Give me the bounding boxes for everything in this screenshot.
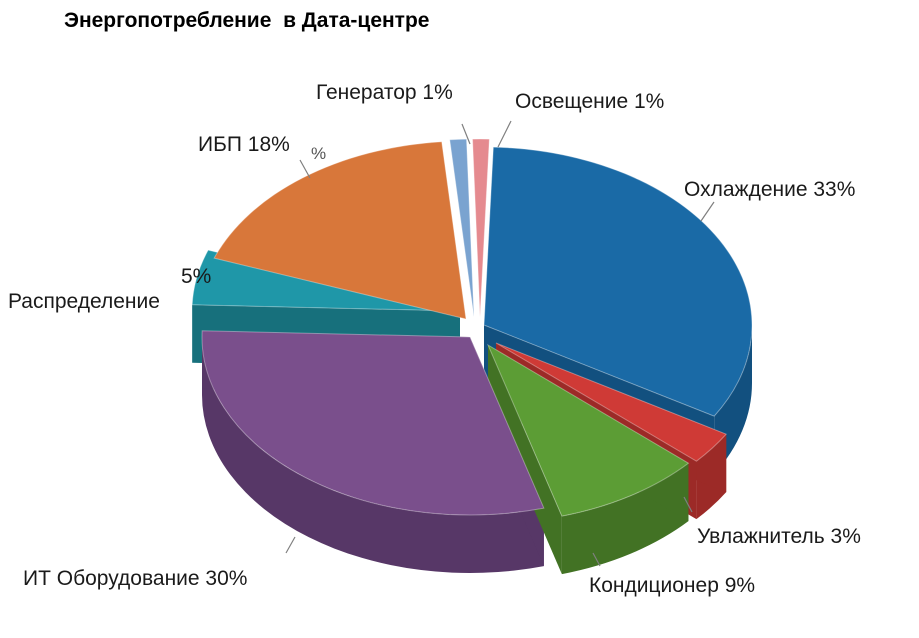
pie-slice [483, 146, 753, 417]
slice-label: Охлаждение 33% [684, 178, 855, 201]
leader-line [683, 496, 693, 513]
pie-slice [495, 342, 728, 462]
leader-line [285, 536, 296, 554]
slice-label: Кондиционер 9% [589, 574, 755, 597]
slice-label: Освещение 1% [515, 90, 664, 113]
pie-slice [201, 330, 545, 516]
pie-labels: Охлаждение 33% Увлажнитель 3% Кондиционер … [8, 81, 861, 597]
leader-line [299, 159, 311, 179]
pie-slice [486, 343, 690, 517]
pie-slice-side [202, 337, 544, 573]
pie-slice [213, 141, 467, 320]
slice-label: 5% [181, 265, 211, 288]
slice-label: ИТ Оборудование 30% [23, 567, 247, 590]
slice-label: Генератор 1% [316, 81, 453, 104]
leader-line [461, 123, 471, 145]
slice-label: Распределение [8, 290, 160, 313]
pie-top-faces [191, 138, 753, 517]
pie-slice [449, 138, 475, 318]
pie-slice [471, 138, 490, 318]
leader-line [592, 552, 601, 567]
leader-line [700, 201, 715, 222]
slice-label: Увлажнитель 3% [697, 525, 861, 548]
leader-line [497, 120, 512, 148]
slice-label: ИБП 18% [198, 133, 290, 156]
stray-percent-glyph: % [311, 144, 326, 163]
pie-slice-cut-face [488, 345, 562, 575]
chart-title: Энергопотребление в Дата-центре [64, 9, 430, 32]
